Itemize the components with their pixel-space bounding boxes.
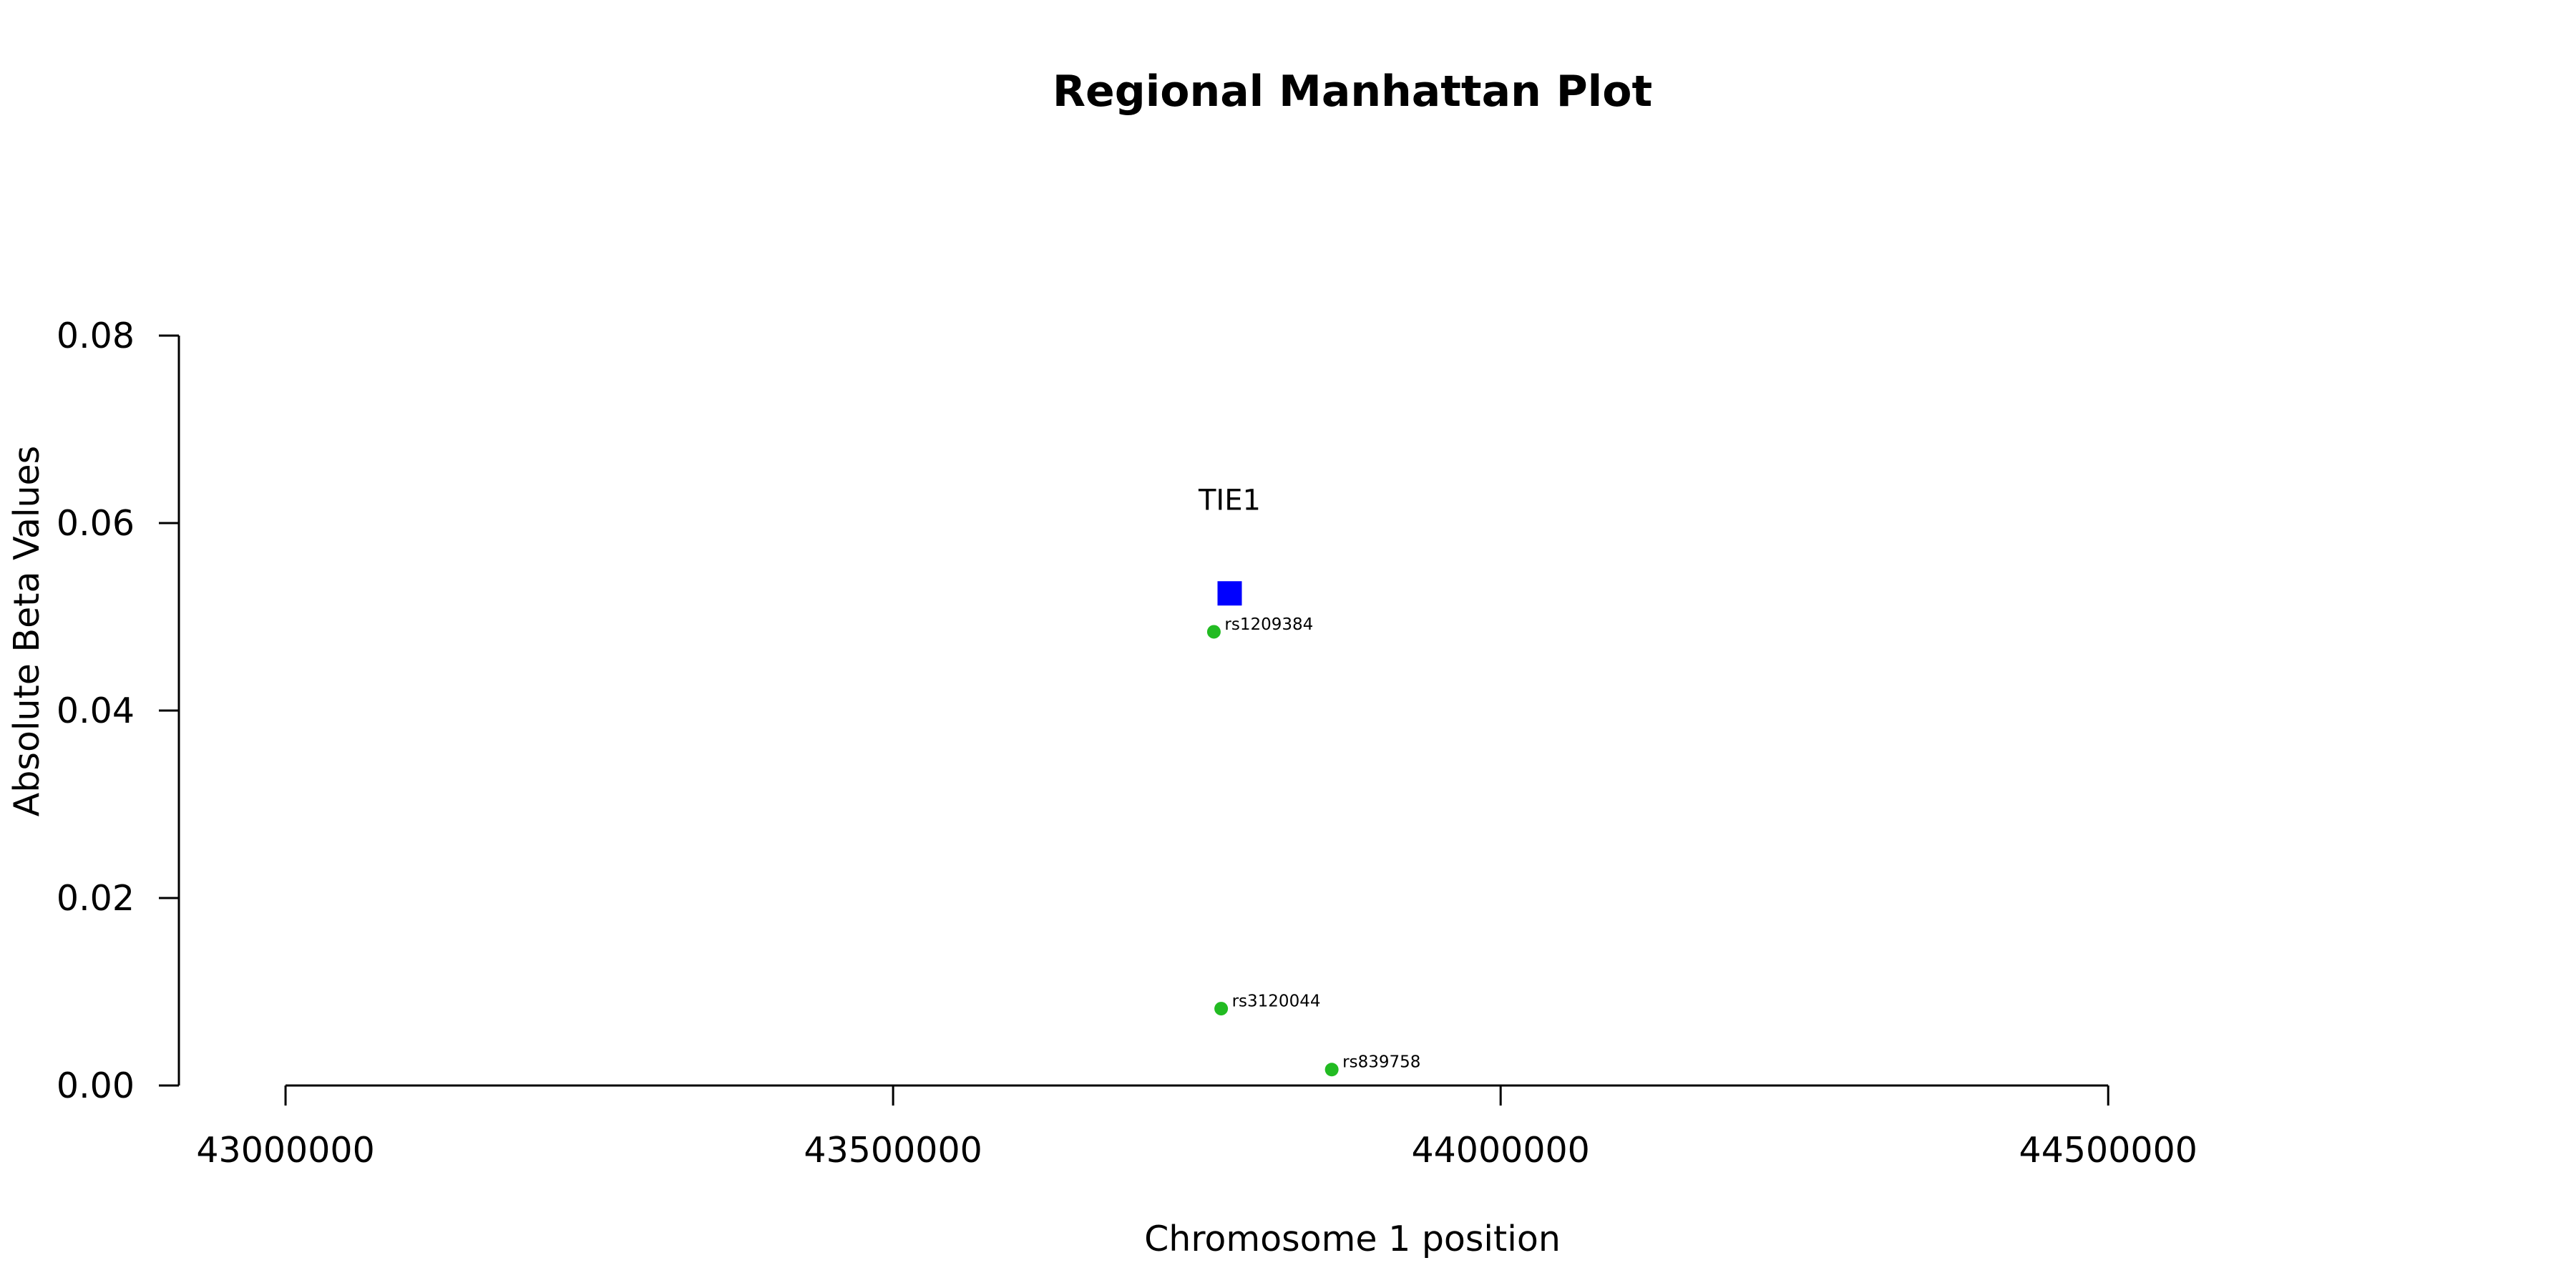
y-ticks: 0.00 0.02 0.04 0.06 0.08 bbox=[57, 316, 179, 1106]
chart-title: Regional Manhattan Plot bbox=[1053, 67, 1652, 117]
y-tick-label: 0.06 bbox=[57, 503, 135, 544]
x-axis: 43000000 43500000 44000000 44500000 bbox=[196, 1084, 2197, 1171]
x-tick-label: 43000000 bbox=[196, 1130, 374, 1171]
x-axis-label: Chromosome 1 position bbox=[1144, 1219, 1561, 1259]
y-tick-label: 0.08 bbox=[57, 316, 135, 356]
gene-marker bbox=[1217, 581, 1242, 606]
gene-label: TIE1 bbox=[1198, 484, 1261, 517]
gene-markers: TIE1 bbox=[1198, 484, 1261, 606]
snp-label: rs3120044 bbox=[1232, 992, 1321, 1011]
snp-points: rs1209384 rs3120044 rs839758 bbox=[1206, 615, 1420, 1077]
snp-label: rs839758 bbox=[1342, 1053, 1420, 1072]
y-tick-label: 0.02 bbox=[57, 878, 135, 919]
x-ticks: 43000000 43500000 44000000 44500000 bbox=[196, 1085, 2197, 1171]
x-tick-label: 44000000 bbox=[1411, 1130, 1589, 1171]
y-axis: 0.00 0.02 0.04 0.06 0.08 bbox=[57, 316, 180, 1106]
x-tick-label: 44500000 bbox=[2019, 1130, 2197, 1171]
snp-point bbox=[1324, 1063, 1339, 1077]
snp-point bbox=[1214, 1002, 1229, 1016]
snp-label: rs1209384 bbox=[1224, 615, 1313, 634]
snp-point bbox=[1206, 625, 1221, 639]
x-tick-label: 43500000 bbox=[804, 1130, 982, 1171]
y-tick-label: 0.04 bbox=[57, 691, 135, 731]
y-axis-label: Absolute Beta Values bbox=[6, 446, 47, 816]
y-tick-label: 0.00 bbox=[57, 1065, 135, 1106]
